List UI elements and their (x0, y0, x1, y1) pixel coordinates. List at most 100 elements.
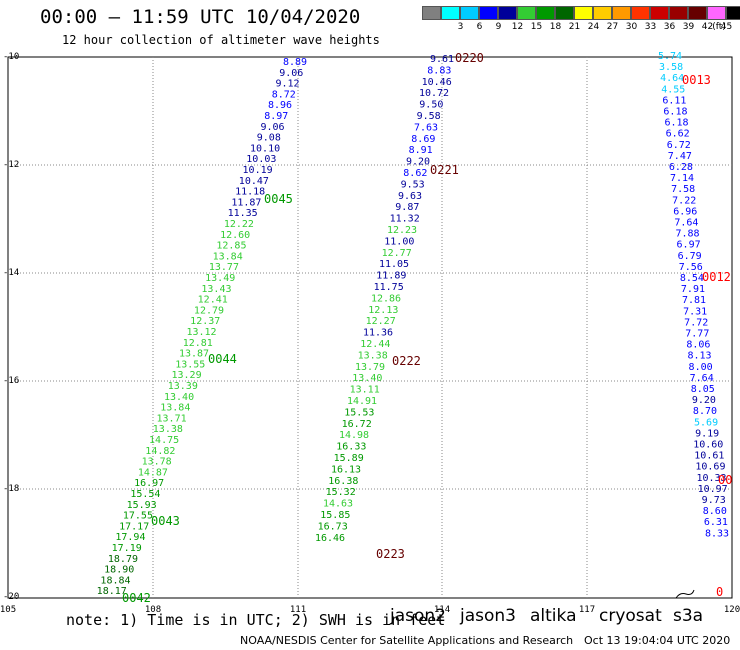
wave-height-value: 13.40 (164, 392, 194, 403)
wave-height-value: 15.53 (344, 407, 374, 418)
wave-height-value: 13.77 (209, 262, 239, 273)
wave-height-value: 14.98 (339, 430, 369, 441)
wave-height-value: 16.72 (342, 419, 372, 430)
wave-height-value: 12.79 (194, 305, 224, 316)
wave-height-value: 12.85 (216, 241, 246, 252)
wave-height-value: 6.72 (667, 140, 691, 151)
wave-height-value: 10.61 (694, 451, 724, 462)
wave-height-value: 7.81 (682, 295, 706, 306)
wave-height-value: 13.84 (160, 403, 190, 414)
wave-height-value: 13.29 (171, 370, 201, 381)
pass-time-label: 0221 (430, 163, 459, 177)
pass-time-label: 0 (716, 585, 723, 599)
wave-height-value: 15.93 (127, 500, 157, 511)
footer-note: note: 1) Time is in UTC; 2) SWH is in fe… (66, 611, 446, 629)
scale-swatch (498, 6, 517, 20)
scale-swatch (517, 6, 536, 20)
wave-height-value: 14.87 (138, 467, 168, 478)
latitude-tick-label: -20 (3, 592, 19, 602)
wave-height-value: 14.63 (323, 499, 353, 510)
wave-height-value: 16.97 (134, 478, 164, 489)
wave-height-value: 10.69 (695, 462, 725, 473)
wave-height-value: 9.50 (419, 100, 443, 111)
wave-height-value: 8.00 (689, 362, 713, 373)
wave-height-value: 9.53 (401, 179, 425, 190)
longitude-tick-label: 120 (724, 605, 740, 615)
wave-height-value: 6.18 (665, 118, 689, 129)
longitude-tick-label: 105 (0, 605, 16, 615)
wave-height-value: 11.00 (384, 236, 414, 247)
wave-height-value: 4.55 (661, 84, 685, 95)
wave-height-value: 6.31 (704, 517, 728, 528)
wave-height-value: 10.60 (693, 440, 723, 451)
legend-jason2: jason2 (390, 606, 446, 626)
wave-height-value: 12.44 (360, 339, 390, 350)
wave-height-value: 9.19 (695, 428, 719, 439)
wave-height-value: 9.20 (692, 395, 716, 406)
legend-cryosat: cryosat (599, 606, 662, 626)
credit-line: NOAA/NESDIS Center for Satellite Applica… (240, 634, 574, 647)
longitude-tick-label: 114 (434, 605, 450, 615)
wave-height-value: 10.10 (250, 143, 280, 154)
wave-height-value: 13.79 (355, 362, 385, 373)
wave-height-value: 17.94 (115, 532, 145, 543)
scale-swatch (593, 6, 612, 20)
wave-height-value: 17.17 (119, 521, 149, 532)
wave-height-value: 18.90 (104, 565, 134, 576)
wave-height-value: 12.60 (220, 230, 250, 241)
scale-swatch (574, 6, 593, 20)
scale-label: 30 (625, 22, 638, 32)
legend-altika: altika (530, 606, 577, 626)
scale-unit-label: (ft) (712, 22, 726, 32)
wave-height-value: 8.54 (680, 273, 704, 284)
wave-height-value: 9.61 (430, 54, 454, 65)
wave-height-value: 13.38 (153, 424, 183, 435)
pass-time-label: 0043 (151, 514, 180, 528)
scale-swatch (726, 6, 740, 20)
wave-height-value: 7.88 (675, 229, 699, 240)
wave-height-value: 3.58 (659, 62, 683, 73)
wave-height-value: 8.33 (705, 528, 729, 539)
wave-height-value: 14.91 (347, 396, 377, 407)
scale-label: 33 (644, 22, 657, 32)
wave-height-value: 10.97 (698, 484, 728, 495)
wave-height-value: 8.60 (703, 506, 727, 517)
latitude-tick-label: -12 (3, 160, 19, 170)
wave-height-value: 12.86 (371, 293, 401, 304)
legend-jason3: jason3 (460, 606, 516, 626)
wave-height-value: 7.64 (674, 218, 698, 229)
wave-height-value: 7.63 (414, 122, 438, 133)
latitude-tick-label: -18 (3, 484, 19, 494)
wave-height-value: 9.12 (275, 79, 299, 90)
wave-height-value: 16.33 (336, 442, 366, 453)
scale-swatch (479, 6, 498, 20)
scale-swatch (536, 6, 555, 20)
wave-height-value: 18.84 (100, 575, 130, 586)
wave-height-value: 13.78 (142, 457, 172, 468)
scale-label: 27 (606, 22, 619, 32)
wave-height-value: 7.77 (685, 329, 709, 340)
pass-time-label: 0012 (702, 270, 731, 284)
wave-height-value: 7.64 (690, 373, 714, 384)
wave-height-value: 7.14 (670, 173, 694, 184)
wave-height-value: 8.83 (427, 65, 451, 76)
scale-label: 9 (495, 22, 502, 32)
wave-height-value: 12.13 (368, 305, 398, 316)
pass-time-label: 0042 (122, 591, 151, 605)
latitude-tick-label: -10 (3, 52, 19, 62)
scale-label: 42 (701, 22, 714, 32)
wave-height-value: 12.37 (190, 316, 220, 327)
wave-height-value: 8.91 (409, 145, 433, 156)
wave-height-value: 13.43 (201, 284, 231, 295)
coastline-fragment (675, 589, 695, 599)
pass-time-label: 00 (718, 473, 732, 487)
wave-height-value: 9.63 (398, 191, 422, 202)
wave-height-value: 11.87 (231, 197, 261, 208)
wave-height-value: 13.38 (358, 350, 388, 361)
wave-height-value: 16.73 (318, 521, 348, 532)
wave-height-value: 6.18 (663, 107, 687, 118)
wave-height-value: 8.96 (268, 100, 292, 111)
wave-height-value: 18.17 (97, 586, 127, 597)
pass-time-label: 0045 (264, 192, 293, 206)
scale-label: 3 (457, 22, 464, 32)
